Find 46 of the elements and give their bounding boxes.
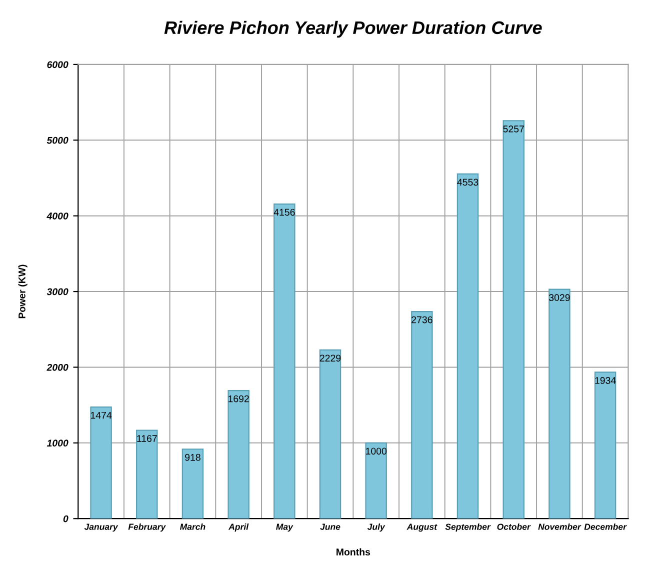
- x-axis-title: Months: [336, 548, 370, 556]
- bar: [90, 406, 112, 519]
- x-tick-label: April: [228, 523, 249, 532]
- x-tick-label: November: [538, 523, 582, 530]
- data-label: 2229: [320, 354, 341, 362]
- bar: [456, 173, 479, 519]
- x-tick-label: October: [497, 523, 531, 530]
- chart-title: Riviere Pichon Yearly Power Duration Curve: [164, 20, 542, 38]
- data-label: 3029: [549, 294, 570, 302]
- bar: [228, 390, 250, 519]
- bar: [182, 448, 204, 519]
- bar: [319, 349, 342, 519]
- x-tick-label: September: [445, 523, 491, 532]
- y-tick-label: 2000: [46, 364, 68, 371]
- x-tick-label: August: [406, 524, 438, 532]
- bar: [502, 120, 524, 519]
- data-label: 1692: [228, 395, 249, 402]
- data-label: 918: [185, 454, 200, 461]
- y-tick-label: 1000: [46, 440, 68, 447]
- y-axis-title: Power (KW): [18, 264, 28, 318]
- bar: [365, 442, 387, 519]
- x-tick-label: May: [276, 524, 294, 532]
- x-tick-label: June: [320, 524, 340, 530]
- data-label: 1474: [90, 412, 112, 419]
- data-label: 1934: [595, 377, 616, 384]
- data-label: 4156: [274, 208, 295, 216]
- bar: [274, 203, 296, 519]
- y-tick-label: 3000: [46, 288, 68, 296]
- x-tick-label: January: [84, 524, 118, 532]
- data-label: 5257: [503, 125, 524, 132]
- x-tick-label: December: [584, 523, 627, 530]
- bar: [136, 430, 158, 519]
- x-tick-label: March: [180, 523, 206, 530]
- y-tick-label: 4000: [46, 212, 68, 220]
- y-tick-label: 5000: [46, 136, 68, 144]
- y-tick-label: 6000: [47, 61, 68, 68]
- data-label: 1000: [366, 448, 387, 455]
- data-label: 4553: [457, 178, 478, 186]
- y-tick-label: 0: [63, 515, 68, 522]
- bar: [594, 372, 616, 519]
- x-tick-label: July: [367, 523, 386, 532]
- data-label: 1167: [137, 435, 157, 442]
- bar: [411, 310, 433, 519]
- x-tick-label: February: [128, 523, 166, 532]
- bar: [548, 288, 570, 519]
- data-label: 2736: [412, 316, 432, 324]
